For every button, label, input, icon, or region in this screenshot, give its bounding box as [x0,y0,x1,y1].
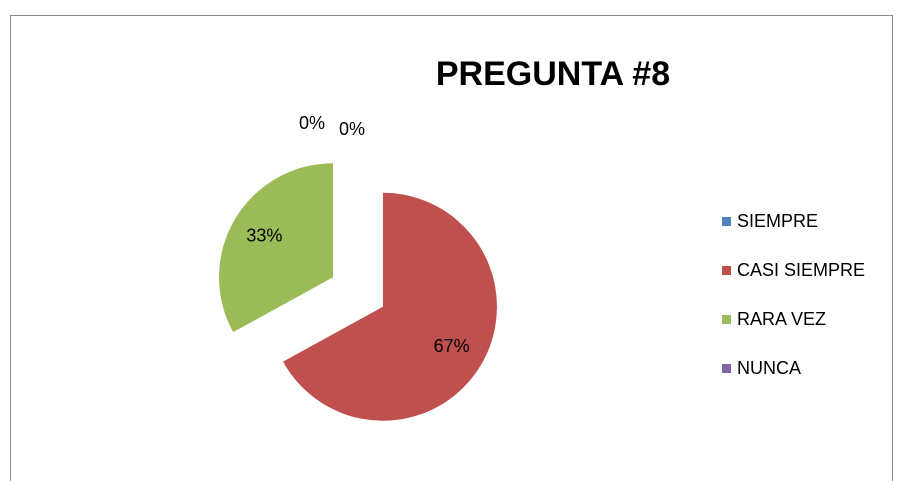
legend-label: NUNCA [737,358,801,378]
data-label: 0% [339,119,365,139]
legend-label: CASI SIEMPRE [737,260,865,280]
data-label: 33% [246,225,282,245]
legend-swatch [722,217,731,226]
legend-swatch [722,364,731,373]
legend-label: SIEMPRE [737,211,818,231]
data-label: 0% [299,113,325,133]
legend-swatch [722,315,731,324]
legend-label: RARA VEZ [737,309,826,329]
legend-swatch [722,266,731,275]
chart-title: PREGUNTA #8 [436,55,670,93]
data-label: 67% [434,336,470,356]
pie-slice [283,192,497,421]
pie-slice [219,163,334,333]
